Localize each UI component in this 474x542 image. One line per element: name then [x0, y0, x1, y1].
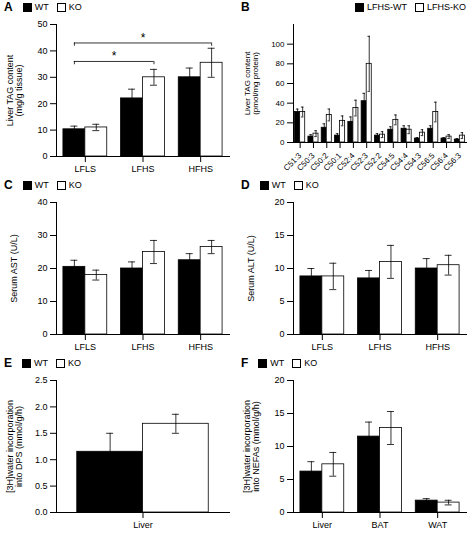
svg-text:C50:1: C50:1	[321, 151, 344, 173]
html-text:E: E	[4, 356, 12, 370]
svg-text:2.5: 2.5	[35, 375, 48, 385]
svg-text:50: 50	[37, 19, 47, 29]
svg-text:2.0: 2.0	[35, 402, 48, 412]
svg-text:10: 10	[274, 441, 284, 451]
svg-text:0: 0	[279, 507, 284, 517]
svg-text:C56:4: C56:4	[428, 151, 450, 173]
html-text:WT: WT	[34, 2, 49, 12]
html-text:F: F	[241, 356, 249, 370]
svg-text:15: 15	[274, 408, 284, 418]
html-text:KO: KO	[68, 2, 82, 12]
svg-text:Liver TAG content(pmol/mg prot: Liver TAG content(pmol/mg protein)	[243, 51, 260, 116]
html-text:LFHS-WT: LFHS-WT	[367, 2, 407, 12]
svg-text:Liver: Liver	[313, 520, 333, 530]
svg-text:C50:2: C50:2	[308, 151, 330, 173]
svg-text:C52:2: C52:2	[361, 151, 384, 173]
svg-text:10: 10	[274, 263, 284, 273]
svg-text:40: 40	[37, 46, 47, 56]
svg-text:HFHS: HFHS	[188, 164, 213, 174]
svg-text:10: 10	[37, 296, 47, 306]
svg-text:10: 10	[37, 125, 47, 135]
svg-text:*: *	[141, 31, 146, 45]
svg-text:5: 5	[279, 296, 284, 306]
svg-text:Liver TAG content(mg/g tissue): Liver TAG content(mg/g tissue)	[5, 54, 24, 126]
svg-text:20: 20	[37, 263, 47, 273]
svg-text:LFHS: LFHS	[368, 342, 391, 352]
svg-text:[3H]water incorporationinto NE: [3H]water incorporationinto NEFAs (mmol/…	[242, 400, 261, 493]
svg-text:0: 0	[42, 151, 47, 161]
svg-text:30: 30	[37, 230, 47, 240]
svg-text:40: 40	[276, 99, 285, 108]
svg-text:0.5: 0.5	[35, 481, 48, 491]
svg-text:0: 0	[42, 329, 47, 339]
svg-text:40: 40	[37, 197, 47, 207]
svg-text:*: *	[112, 49, 117, 63]
html-text:KO: KO	[305, 180, 319, 190]
svg-text:C52:3: C52:3	[348, 151, 370, 173]
html-text:B: B	[241, 0, 250, 14]
svg-text:C52:4: C52:4	[335, 151, 357, 173]
svg-text:5: 5	[279, 474, 284, 484]
html-text:WT: WT	[270, 358, 285, 368]
svg-text:20: 20	[276, 118, 285, 127]
svg-text:HFHS: HFHS	[425, 342, 450, 352]
html-text:D: D	[241, 178, 250, 192]
svg-text:LFLS: LFLS	[75, 164, 97, 174]
svg-text:20: 20	[37, 99, 47, 109]
svg-text:HFHS: HFHS	[188, 342, 213, 352]
html-text:WT: WT	[271, 180, 286, 190]
svg-text:1.0: 1.0	[35, 455, 48, 465]
svg-text:BAT: BAT	[372, 520, 389, 530]
svg-text:60: 60	[276, 79, 285, 88]
svg-text:80: 80	[276, 59, 285, 68]
svg-text:Liver: Liver	[133, 520, 153, 530]
html-text:KO: KO	[68, 358, 81, 368]
html-text:WT: WT	[34, 358, 48, 368]
svg-text:0: 0	[280, 138, 285, 147]
svg-text:C56:3: C56:3	[442, 151, 464, 173]
html-text:KO: KO	[304, 358, 318, 368]
svg-text:C50:3: C50:3	[295, 151, 317, 173]
html-text:LFHS-KO: LFHS-KO	[427, 2, 466, 12]
html-text:WT: WT	[34, 180, 49, 190]
svg-text:C54:4: C54:4	[388, 151, 410, 173]
svg-text:20: 20	[274, 375, 284, 385]
svg-text:Serum AST (U/L): Serum AST (U/L)	[9, 234, 19, 302]
svg-text:1.5: 1.5	[35, 428, 48, 438]
svg-text:C54:3: C54:3	[401, 151, 424, 173]
svg-text:[3H]water incorporationinto DP: [3H]water incorporationinto DPS (mmol/g/…	[5, 400, 24, 493]
svg-text:Serum ALT (U/L): Serum ALT (U/L)	[246, 235, 256, 302]
svg-text:C51:3: C51:3	[281, 151, 304, 173]
svg-text:20: 20	[274, 197, 284, 207]
svg-text:LFHS: LFHS	[131, 342, 154, 352]
svg-text:0: 0	[279, 329, 284, 339]
html-text:C: C	[4, 178, 13, 192]
html-text:A: A	[4, 0, 13, 14]
svg-text:C54:5: C54:5	[375, 151, 397, 173]
svg-text:LFHS: LFHS	[131, 164, 154, 174]
svg-text:C56:5: C56:5	[415, 151, 437, 173]
svg-text:LFLS: LFLS	[312, 342, 334, 352]
svg-text:0.0: 0.0	[35, 507, 48, 517]
svg-text:15: 15	[274, 230, 284, 240]
svg-text:100: 100	[271, 40, 285, 49]
svg-text:30: 30	[37, 72, 47, 82]
html-text:KO: KO	[68, 180, 82, 190]
svg-text:WAT: WAT	[428, 520, 447, 530]
svg-text:LFLS: LFLS	[75, 342, 97, 352]
